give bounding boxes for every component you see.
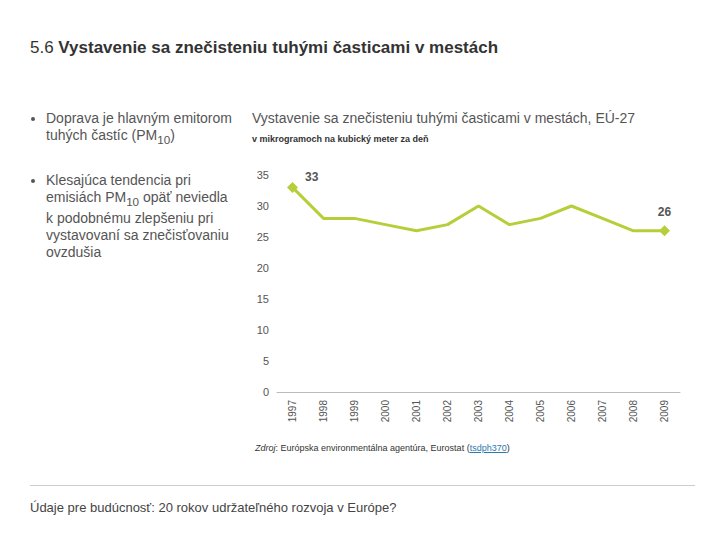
svg-text:1999: 1999 bbox=[349, 400, 360, 423]
svg-text:15: 15 bbox=[257, 293, 269, 305]
svg-text:2002: 2002 bbox=[442, 400, 453, 423]
svg-text:2001: 2001 bbox=[411, 400, 422, 423]
html-text:5.6 Vystavenie sa znečisteniu: 5.6 Vystavenie sa znečisteniu tuhými čas… bbox=[30, 38, 498, 57]
html-text:Doprava je hlavným emitorom tu: Doprava je hlavným emitorom tuhých častí… bbox=[46, 110, 232, 146]
svg-text:2004: 2004 bbox=[504, 400, 515, 423]
html-text:Klesajúca tendencia pri emisiá: Klesajúca tendencia pri emisiách PM10opä… bbox=[46, 171, 229, 260]
svg-text:0: 0 bbox=[263, 386, 269, 398]
svg-text:2007: 2007 bbox=[597, 400, 608, 423]
svg-text:20: 20 bbox=[257, 262, 269, 274]
svg-text:26: 26 bbox=[658, 205, 672, 219]
svg-text:35: 35 bbox=[257, 169, 269, 181]
svg-text:2000: 2000 bbox=[380, 400, 391, 423]
svg-text:2006: 2006 bbox=[566, 400, 577, 423]
svg-text:1997: 1997 bbox=[287, 400, 298, 423]
svg-text:2009: 2009 bbox=[659, 400, 670, 423]
svg-text:33: 33 bbox=[305, 170, 319, 184]
svg-text:1998: 1998 bbox=[318, 400, 329, 423]
svg-text:25: 25 bbox=[257, 231, 269, 243]
html-text:Zdroj: Európska environmentáln: Zdroj: Európska environmentálna agentúra… bbox=[255, 443, 510, 453]
html-text:Údaje pre budúcnosť: 20 rokov: Údaje pre budúcnosť: 20 rokov udržateľné… bbox=[30, 500, 397, 515]
svg-text:2008: 2008 bbox=[628, 400, 639, 423]
svg-text:5: 5 bbox=[263, 355, 269, 367]
html-text:v mikrogramoch na kubický mete: v mikrogramoch na kubický meter za deň bbox=[252, 134, 429, 144]
svg-text:2003: 2003 bbox=[473, 400, 484, 423]
svg-text:2005: 2005 bbox=[535, 400, 546, 423]
svg-text:30: 30 bbox=[257, 200, 269, 212]
svg-text:10: 10 bbox=[257, 324, 269, 336]
html-text:Vystavenie sa znečisteniu tuhý: Vystavenie sa znečisteniu tuhými častica… bbox=[252, 110, 636, 126]
